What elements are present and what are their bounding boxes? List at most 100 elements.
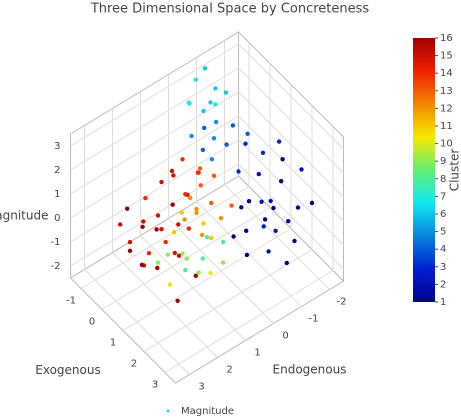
point: [230, 123, 236, 128]
colorbar-tick-label: 6: [440, 209, 446, 220]
point: [155, 213, 161, 218]
point: [276, 139, 282, 144]
scene-grid: [69, 30, 345, 384]
grid-line: [164, 270, 334, 373]
colorbar-tick-label: 4: [440, 244, 446, 255]
colorbar-tick-label: 1: [440, 297, 446, 308]
point: [211, 136, 217, 141]
legend-marker: [166, 409, 170, 413]
colorbar-tick-label: 14: [440, 68, 453, 79]
point: [194, 210, 199, 216]
point: [292, 238, 297, 244]
grid-line: [122, 228, 292, 331]
y-axis-title: Endogenous: [273, 363, 347, 377]
colorbar-tick-label: 11: [440, 121, 453, 132]
z-tick-label: 2: [54, 165, 60, 176]
colorbar-tick-label: 15: [440, 51, 453, 62]
point: [179, 210, 184, 215]
point: [182, 217, 187, 222]
point: [193, 77, 198, 82]
z-tick-label: 1: [54, 189, 60, 200]
point: [176, 253, 182, 258]
point: [202, 125, 207, 131]
chart-title: Three Dimensional Space by Concreteness: [90, 2, 370, 17]
point: [180, 251, 185, 256]
point: [284, 260, 289, 266]
point: [184, 256, 189, 261]
grid-line: [196, 201, 302, 307]
grid-line: [238, 115, 344, 222]
point: [146, 251, 152, 256]
point: [204, 235, 210, 240]
point: [209, 235, 214, 241]
colorbar-tick-label: 9: [440, 156, 446, 167]
colorbar-tick-label: 3: [440, 262, 446, 273]
point: [209, 200, 214, 206]
point: [268, 198, 273, 204]
point: [213, 102, 218, 107]
colorbar-tick-label: 16: [440, 33, 453, 44]
point: [271, 205, 276, 211]
point: [266, 249, 271, 254]
point: [141, 219, 146, 224]
point: [273, 228, 278, 233]
point: [243, 141, 248, 146]
grid-line: [224, 184, 330, 290]
point: [220, 239, 226, 245]
point: [170, 202, 175, 207]
z-tick-label: 3: [54, 141, 60, 152]
point: [189, 133, 194, 139]
point: [199, 232, 205, 238]
point: [231, 234, 236, 239]
point: [159, 227, 164, 232]
point: [211, 173, 217, 178]
point: [201, 108, 206, 114]
point: [259, 199, 264, 204]
point: [218, 216, 224, 221]
point: [139, 262, 145, 267]
point: [175, 298, 180, 303]
point: [202, 66, 208, 71]
y-tick-label: 3: [198, 382, 204, 393]
point: [213, 119, 219, 125]
point: [154, 227, 159, 232]
point: [169, 168, 175, 174]
grid-line: [238, 91, 344, 198]
colorbar-tick-label: 5: [440, 227, 446, 238]
z-tick-label: -2: [51, 261, 61, 272]
colorbar-tick-label: 13: [440, 86, 453, 97]
point: [188, 195, 193, 201]
point: [196, 270, 201, 275]
point: [193, 273, 198, 278]
point: [279, 179, 284, 184]
point: [229, 203, 234, 208]
x-tick-label: -1: [66, 296, 76, 307]
point: [200, 147, 205, 153]
z-tick-label: -1: [51, 237, 61, 248]
point: [167, 282, 173, 287]
grid-line: [70, 43, 239, 147]
grid-line: [168, 218, 274, 324]
colorbar-tick-label: 7: [440, 191, 446, 202]
y-tick-label: 0: [282, 331, 288, 342]
colorbar-tick-label: 10: [440, 139, 453, 150]
point: [286, 219, 291, 224]
z-tick-label: 0: [54, 213, 60, 224]
point: [155, 260, 161, 265]
colorbar: [413, 38, 435, 302]
grid-line: [70, 139, 239, 243]
grid-line: [70, 115, 239, 219]
point: [125, 206, 130, 211]
point: [163, 239, 168, 245]
grid-line: [112, 252, 218, 358]
y-tick-label: -2: [337, 297, 347, 308]
colorbar-tick-label: 12: [440, 103, 453, 114]
point: [171, 230, 177, 235]
colorbar-title: Cluster: [448, 149, 461, 192]
grid-line: [80, 186, 250, 289]
point: [172, 250, 177, 256]
point: [280, 157, 285, 162]
point: [197, 166, 203, 171]
y-tick-label: -1: [309, 314, 319, 325]
point: [299, 167, 304, 172]
